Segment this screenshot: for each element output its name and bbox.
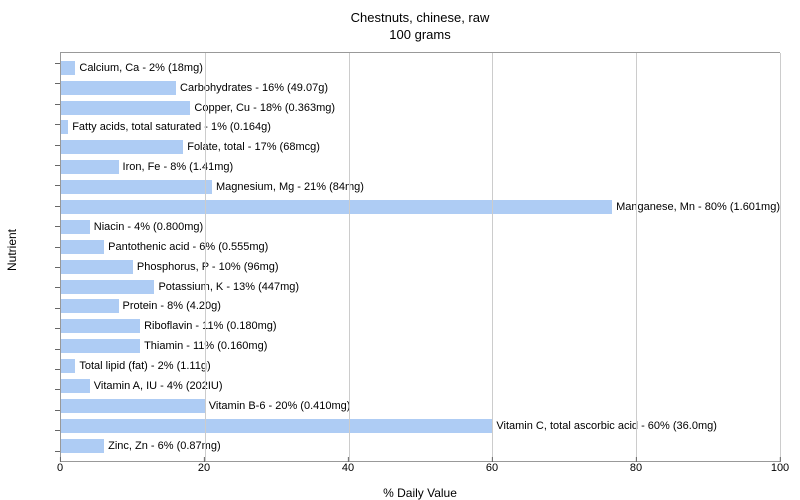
- gridline: [780, 53, 781, 461]
- x-tick-label: 20: [198, 462, 210, 474]
- bar-label: Total lipid (fat) - 2% (1.11g): [79, 360, 210, 372]
- bar-label: Potassium, K - 13% (447mg): [158, 281, 299, 293]
- bar: [61, 200, 612, 214]
- plot-area: Calcium, Ca - 2% (18mg) Carbohydrates - 1…: [60, 52, 780, 462]
- bar-row: Iron, Fe - 8% (1.41mg): [61, 158, 780, 176]
- bar: [61, 260, 133, 274]
- bar-label: Riboflavin - 11% (0.180mg): [144, 320, 276, 332]
- bar: [61, 379, 90, 393]
- bar-label: Iron, Fe - 8% (1.41mg): [123, 161, 234, 173]
- bar: [61, 61, 75, 75]
- bar: [61, 280, 154, 294]
- bar-row: Protein - 8% (4.20g): [61, 297, 780, 315]
- y-tick: [55, 165, 60, 166]
- y-tick: [55, 451, 60, 452]
- bar-row: Magnesium, Mg - 21% (84mg): [61, 178, 780, 196]
- y-tick: [55, 267, 60, 268]
- gridline: [349, 53, 350, 461]
- bar: [61, 359, 75, 373]
- bar: [61, 81, 176, 95]
- bar-row: Total lipid (fat) - 2% (1.11g): [61, 357, 780, 375]
- bar-row: Phosphorus, P - 10% (96mg): [61, 258, 780, 276]
- bar: [61, 240, 104, 254]
- bar-label: Zinc, Zn - 6% (0.87mg): [108, 440, 220, 452]
- bars-container: Calcium, Ca - 2% (18mg) Carbohydrates - 1…: [61, 58, 780, 456]
- y-tick: [55, 247, 60, 248]
- title-line-1: Chestnuts, chinese, raw: [60, 10, 780, 27]
- x-tick-label: 80: [630, 462, 642, 474]
- y-tick: [55, 145, 60, 146]
- bar: [61, 319, 140, 333]
- bar: [61, 299, 119, 313]
- nutrient-chart: Nutrient Chestnuts, chinese, raw 100 gra…: [0, 0, 800, 500]
- bar-label: Magnesium, Mg - 21% (84mg): [216, 181, 364, 193]
- gridline: [636, 53, 637, 461]
- bar-label: Carbohydrates - 16% (49.07g): [180, 82, 328, 94]
- y-tick: [55, 410, 60, 411]
- bar-row: Riboflavin - 11% (0.180mg): [61, 317, 780, 335]
- y-tick: [55, 369, 60, 370]
- bar-label: Vitamin B-6 - 20% (0.410mg): [209, 400, 351, 412]
- x-tick-label: 60: [486, 462, 498, 474]
- y-tick: [55, 124, 60, 125]
- bar-label: Vitamin C, total ascorbic acid - 60% (36…: [496, 420, 717, 432]
- x-ticks: 020406080100: [60, 462, 780, 482]
- bar-row: Zinc, Zn - 6% (0.87mg): [61, 437, 780, 455]
- bar: [61, 160, 119, 174]
- x-axis-label: % Daily Value: [60, 486, 780, 500]
- bar-row: Calcium, Ca - 2% (18mg): [61, 59, 780, 77]
- x-tick-label: 40: [342, 462, 354, 474]
- y-tick: [55, 83, 60, 84]
- bar-label: Niacin - 4% (0.800mg): [94, 221, 203, 233]
- bar-label: Vitamin A, IU - 4% (202IU): [94, 380, 223, 392]
- bar-label: Phosphorus, P - 10% (96mg): [137, 261, 279, 273]
- bar: [61, 220, 90, 234]
- title-line-2: 100 grams: [60, 27, 780, 44]
- y-tick: [55, 308, 60, 309]
- x-tick-label: 100: [771, 462, 789, 474]
- bar-row: Vitamin C, total ascorbic acid - 60% (36…: [61, 417, 780, 435]
- y-tick: [55, 287, 60, 288]
- y-tick: [55, 430, 60, 431]
- bar-row: Copper, Cu - 18% (0.363mg): [61, 99, 780, 117]
- bar-label: Pantothenic acid - 6% (0.555mg): [108, 241, 268, 253]
- y-tick: [55, 63, 60, 64]
- y-tick: [55, 328, 60, 329]
- bar-label: Calcium, Ca - 2% (18mg): [79, 62, 202, 74]
- bar-label: Fatty acids, total saturated - 1% (0.164…: [72, 121, 271, 133]
- x-tick-label: 0: [57, 462, 63, 474]
- bar-row: Vitamin B-6 - 20% (0.410mg): [61, 397, 780, 415]
- bar-row: Manganese, Mn - 80% (1.601mg): [61, 198, 780, 216]
- bar-row: Folate, total - 17% (68mcg): [61, 138, 780, 156]
- bar-row: Pantothenic acid - 6% (0.555mg): [61, 238, 780, 256]
- y-tick: [55, 206, 60, 207]
- bar-label: Copper, Cu - 18% (0.363mg): [194, 102, 335, 114]
- bar: [61, 419, 492, 433]
- y-tick: [55, 104, 60, 105]
- y-tick: [55, 389, 60, 390]
- bar-label: Folate, total - 17% (68mcg): [187, 141, 320, 153]
- y-axis-label: Nutrient: [5, 229, 19, 271]
- bar: [61, 180, 212, 194]
- y-tick: [55, 226, 60, 227]
- bar-row: Carbohydrates - 16% (49.07g): [61, 79, 780, 97]
- bar-row: Thiamin - 11% (0.160mg): [61, 337, 780, 355]
- y-tick: [55, 185, 60, 186]
- y-tick: [55, 349, 60, 350]
- gridline: [492, 53, 493, 461]
- bar: [61, 439, 104, 453]
- bar-row: Niacin - 4% (0.800mg): [61, 218, 780, 236]
- bar-label: Manganese, Mn - 80% (1.601mg): [616, 201, 780, 213]
- bar-label: Protein - 8% (4.20g): [123, 300, 221, 312]
- bar-row: Potassium, K - 13% (447mg): [61, 278, 780, 296]
- bar: [61, 120, 68, 134]
- bar: [61, 399, 205, 413]
- bar-row: Fatty acids, total saturated - 1% (0.164…: [61, 118, 780, 136]
- chart-title: Chestnuts, chinese, raw 100 grams: [60, 10, 780, 44]
- bar-row: Vitamin A, IU - 4% (202IU): [61, 377, 780, 395]
- gridline: [205, 53, 206, 461]
- bar: [61, 140, 183, 154]
- bar: [61, 101, 190, 115]
- bar: [61, 339, 140, 353]
